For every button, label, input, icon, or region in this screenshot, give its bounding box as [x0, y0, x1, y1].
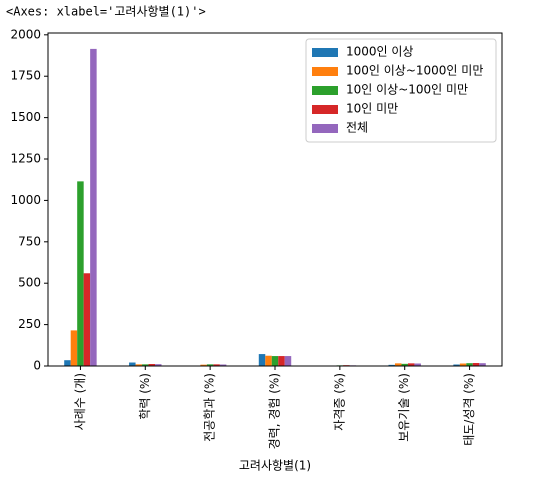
y-tick-label: 1000 [10, 193, 41, 207]
bar [64, 360, 70, 366]
bar [129, 363, 135, 366]
bar [285, 356, 291, 366]
legend-label: 100인 이상~1000인 미만 [346, 64, 483, 78]
legend-label: 전체 [346, 121, 368, 135]
legend-swatch [312, 86, 338, 95]
bar [259, 354, 265, 366]
legend-label: 10인 이상~100인 미만 [346, 83, 468, 97]
x-tick-label: 학력 (%) [138, 373, 152, 420]
y-tick-label: 1250 [10, 152, 41, 166]
y-tick-label: 1750 [10, 69, 41, 83]
legend-swatch [312, 48, 338, 57]
legend-swatch [312, 67, 338, 76]
bar [278, 356, 284, 366]
bar [272, 356, 278, 366]
y-tick-label: 250 [18, 317, 41, 331]
legend-label: 10인 미만 [346, 102, 398, 116]
y-tick-label: 1500 [10, 110, 41, 124]
axes-repr: <Axes: xlabel='고려사항별(1)'> [6, 5, 206, 19]
x-tick-label: 태도/성격 (%) [462, 373, 476, 446]
x-tick-label: 보유기술 (%) [397, 373, 411, 442]
legend-label: 1000인 이상 [346, 45, 413, 59]
x-tick-label: 자격증 (%) [332, 373, 346, 431]
y-tick-label: 0 [33, 359, 41, 373]
y-tick-label: 500 [18, 276, 41, 290]
x-axis-label: 고려사항별(1) [239, 459, 311, 473]
legend-swatch [312, 124, 338, 133]
bar [71, 330, 77, 366]
bar [90, 49, 96, 366]
x-tick-label: 사례수 (개) [73, 373, 87, 430]
bar [84, 273, 90, 366]
bar [265, 356, 271, 366]
x-tick-label: 전공학과 (%) [203, 373, 217, 442]
legend-swatch [312, 105, 338, 114]
x-tick-label: 경력, 경험 (%) [268, 373, 282, 449]
y-tick-label: 2000 [10, 27, 41, 41]
bar [77, 181, 83, 366]
y-tick-label: 750 [18, 234, 41, 248]
